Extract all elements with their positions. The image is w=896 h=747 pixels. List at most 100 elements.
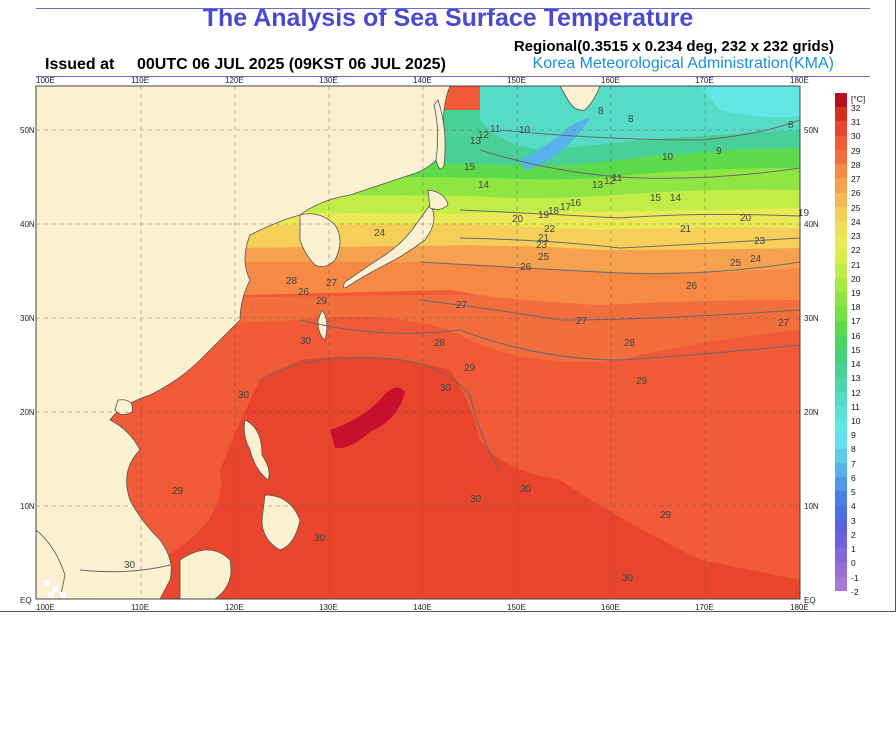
sst-30-zone (36, 356, 800, 599)
contour-label: 11 (490, 124, 501, 135)
colorbar-cell (835, 505, 847, 521)
lat-label-right: EQ (804, 596, 816, 605)
colorbar-cell (835, 477, 847, 492)
colorbar-label: 0 (851, 558, 856, 569)
contour-label: 9 (716, 146, 722, 157)
contour-label: 21 (538, 233, 550, 244)
contour-label: 8 (598, 106, 604, 117)
lon-label-top: 160E (601, 76, 620, 85)
lon-label-bottom: 160E (601, 603, 620, 612)
lat-label-right: 10N (804, 502, 819, 511)
colorbar-label: 27 (851, 174, 861, 185)
colorbar-cell (835, 334, 847, 350)
colorbar-cell (835, 448, 847, 464)
contour-label: 29 (316, 296, 328, 307)
contour-label: 22 (544, 224, 556, 235)
colorbar-cell (835, 292, 847, 307)
lon-label-top: 110E (131, 76, 150, 85)
colorbar-cell (835, 306, 847, 322)
colorbar-label: 24 (851, 216, 861, 227)
colorbar-label: -1 (851, 572, 859, 583)
contour-label: 15 (464, 162, 476, 173)
colorbar-cell (835, 135, 847, 151)
sst-map (35, 85, 801, 600)
colorbar-label: 26 (851, 188, 861, 199)
colorbar-label: 9 (851, 430, 856, 441)
contour-label: 30 (314, 533, 326, 544)
korea (299, 213, 341, 268)
colorbar-label: 3 (851, 515, 856, 526)
colorbar-cell (835, 391, 847, 407)
colorbar-cell (835, 263, 847, 279)
contour-label: 27 (778, 318, 790, 329)
contour-label: 30 (238, 390, 250, 401)
philippines-luzon (243, 419, 270, 481)
colorbar-cell (835, 434, 847, 450)
contour-label: 10 (519, 125, 531, 136)
colorbar-cell (835, 206, 847, 222)
contour-label: 12 (604, 176, 616, 187)
contour-label: 29 (464, 363, 476, 374)
contour-label: 13 (592, 180, 604, 191)
colorbar-label: 12 (851, 387, 861, 398)
colorbar-cell (835, 562, 847, 578)
contour-label: 24 (374, 228, 386, 239)
lat-label-left: 10N (20, 502, 35, 511)
colorbar-cell (835, 420, 847, 435)
colorbar-cell (835, 235, 847, 250)
colorbar-label: 2 (851, 529, 856, 540)
issued-label: Issued at (45, 56, 115, 73)
japan (342, 204, 435, 289)
colorbar-label: 30 (851, 131, 861, 142)
contour-label: 28 (624, 338, 636, 349)
contour-label: 25 (538, 252, 550, 263)
contour-label: 26 (686, 281, 698, 292)
contour-label: 20 (512, 214, 524, 225)
lon-label-top: 120E (225, 76, 244, 85)
colorbar-cell (835, 277, 847, 293)
lon-label-bottom: 100E (36, 603, 55, 612)
lat-label-right: 40N (804, 220, 819, 229)
contour-label: 29 (172, 486, 184, 497)
contour-label: 8 (788, 120, 794, 131)
isotherms (79, 119, 800, 573)
contour-label: 30 (440, 383, 452, 394)
colorbar (835, 93, 847, 592)
contour-label: 25 (730, 258, 742, 269)
colorbar-cell (835, 149, 847, 165)
colorbar-label: 17 (851, 316, 861, 327)
colorbar-cell (835, 548, 847, 564)
contour-label: 17 (560, 202, 572, 213)
borneo (179, 549, 232, 599)
contour-label: 23 (536, 240, 548, 251)
contour-label: 8 (628, 114, 634, 125)
contour-label: 16 (570, 198, 582, 209)
colorbar-label: 4 (851, 501, 856, 512)
landmass (36, 86, 601, 599)
colorbar-label: 29 (851, 145, 861, 156)
lon-label-bottom: 110E (131, 603, 150, 612)
colorbar-label: 14 (851, 359, 861, 370)
contour-label: 23 (754, 236, 766, 247)
colorbar-label: 10 (851, 416, 861, 427)
lon-label-bottom: 150E (507, 603, 526, 612)
hainan (114, 399, 133, 415)
lon-label-bottom: 120E (225, 603, 244, 612)
colorbar-label: 31 (851, 117, 861, 128)
contour-label: 13 (470, 136, 482, 147)
colorbar-cell (835, 576, 847, 592)
contour-label: 30 (300, 336, 312, 347)
lon-label-top: 100E (36, 76, 55, 85)
lon-label-top: 150E (507, 76, 526, 85)
colorbar-label: 20 (851, 273, 861, 284)
contour-label: 28 (286, 276, 298, 287)
colorbar-label: 32 (851, 103, 861, 113)
colorbar-label: 16 (851, 330, 861, 341)
colorbar-label: 7 (851, 458, 856, 469)
ice-cells (44, 580, 66, 598)
contour-label: 27 (576, 316, 588, 327)
contour-label: 26 (520, 262, 532, 273)
colorbar-cell (835, 178, 847, 194)
graticule (36, 86, 800, 599)
lat-label-left: 50N (20, 126, 35, 135)
